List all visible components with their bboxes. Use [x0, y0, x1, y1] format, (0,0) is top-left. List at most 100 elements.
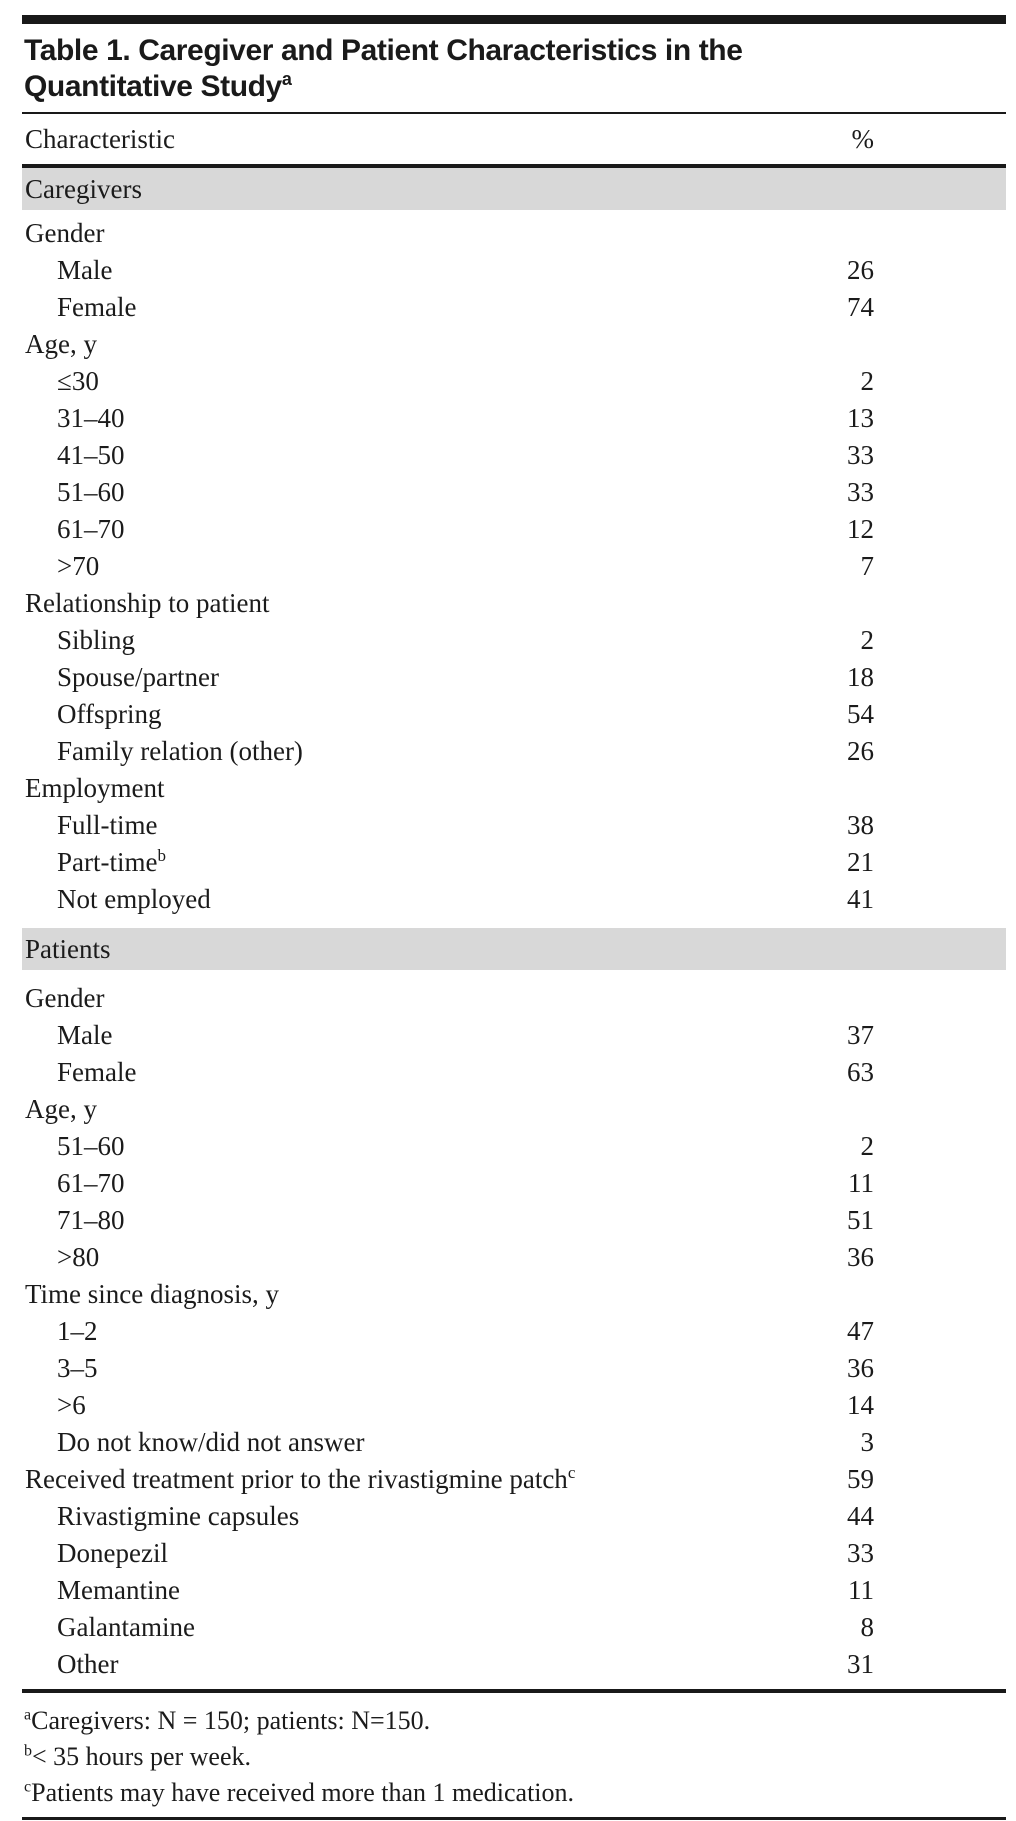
table-row: Male 37 — [22, 1017, 1006, 1054]
footnote-marker: c — [567, 1463, 576, 1482]
table-row: Not employed 41 — [22, 881, 1006, 918]
table-row: Female 63 — [22, 1054, 1006, 1091]
row-value — [784, 1276, 874, 1313]
table-row: Do not know/did not answer 3 — [22, 1424, 1006, 1461]
row-value: 74 — [847, 292, 874, 322]
table-row: 71–80 51 — [22, 1202, 1006, 1239]
table-row: Age, y — [22, 1091, 1006, 1128]
table-row: Part-timeb 21 — [22, 844, 1006, 881]
table-title: Table 1. Caregiver and Patient Character… — [24, 33, 1006, 105]
row-label: Male — [22, 1017, 784, 1054]
top-rule — [22, 15, 1006, 24]
row-label-text: 31–40 — [57, 403, 125, 433]
row-label: Galantamine — [22, 1609, 784, 1646]
row-value: 33 — [847, 477, 874, 507]
row-value: 2 — [860, 1131, 875, 1161]
footnote-marker: b — [24, 1742, 32, 1760]
table-row: Other 31 — [22, 1646, 1006, 1683]
row-label: Age, y — [22, 326, 784, 363]
table-row: Time since diagnosis, y — [22, 1276, 1006, 1313]
row-label-text: Donepezil — [57, 1538, 168, 1568]
row-label-text: Received treatment prior to the rivastig… — [25, 1464, 568, 1494]
table-row: Family relation (other) 26 — [22, 733, 1006, 770]
row-label-text: 51–60 — [57, 1131, 125, 1161]
row-label: Gender — [22, 980, 784, 1017]
table-row: >6 14 — [22, 1387, 1006, 1424]
table-row: 3–5 36 — [22, 1350, 1006, 1387]
row-label-text: Rivastigmine capsules — [57, 1501, 300, 1531]
section-header-patients: Patients — [22, 928, 1006, 970]
row-value: 59 — [847, 1464, 874, 1494]
column-header-percent: % — [851, 123, 875, 154]
row-label: Full-time — [22, 807, 784, 844]
row-label: Gender — [22, 215, 784, 252]
row-label-text: Memantine — [57, 1575, 180, 1605]
table-row: >80 36 — [22, 1239, 1006, 1276]
column-header-row: Characteristic % — [22, 114, 1006, 164]
row-label: Female — [22, 1054, 784, 1091]
row-label-text: Spouse/partner — [57, 662, 219, 692]
row-label: 71–80 — [22, 1202, 784, 1239]
row-label-text: Full-time — [57, 810, 158, 840]
row-value: 37 — [847, 1020, 874, 1050]
row-label-text: Female — [57, 1057, 137, 1087]
table-body: Caregivers Gender Male 26 Female 74 Age, y ≤30 2… — [22, 168, 1006, 1683]
row-label: >6 — [22, 1387, 784, 1424]
row-value: 12 — [847, 514, 874, 544]
table-row: 61–70 12 — [22, 511, 1006, 548]
row-label: 61–70 — [22, 1165, 784, 1202]
row-label: 61–70 — [22, 511, 784, 548]
row-label-text: Relationship to patient — [25, 588, 270, 618]
table-row: Male 26 — [22, 252, 1006, 289]
row-label-text: Male — [57, 255, 113, 285]
row-label: Received treatment prior to the rivastig… — [22, 1461, 784, 1498]
table-row: Sibling 2 — [22, 622, 1006, 659]
table-row: >70 7 — [22, 548, 1006, 585]
row-label: Male — [22, 252, 784, 289]
row-value: 44 — [847, 1501, 874, 1531]
table-row: 1–2 47 — [22, 1313, 1006, 1350]
section-header-caregivers: Caregivers — [22, 168, 1006, 210]
table-row: Received treatment prior to the rivastig… — [22, 1461, 1006, 1498]
row-label: >80 — [22, 1239, 784, 1276]
table-row: ≤30 2 — [22, 363, 1006, 400]
row-label-text: Galantamine — [57, 1612, 195, 1642]
row-value: 13 — [847, 403, 874, 433]
row-label-text: Gender — [25, 983, 105, 1013]
divider-rule — [22, 164, 1006, 168]
table-row: Donepezil 33 — [22, 1535, 1006, 1572]
row-value: 47 — [847, 1316, 874, 1346]
row-value: 38 — [847, 810, 874, 840]
footnote-text: Patients may have received more than 1 m… — [31, 1778, 575, 1807]
row-label-text: Time since diagnosis, y — [25, 1279, 280, 1309]
table-title-line2: Quantitative Study — [24, 70, 282, 103]
row-label: 51–60 — [22, 474, 784, 511]
row-label-text: Male — [57, 1020, 113, 1050]
row-label-text: 61–70 — [57, 514, 125, 544]
row-label: Part-timeb — [22, 844, 784, 881]
table-row: Gender — [22, 215, 1006, 252]
row-label: Memantine — [22, 1572, 784, 1609]
row-label: Sibling — [22, 622, 784, 659]
row-value: 21 — [847, 847, 874, 877]
table-row: 41–50 33 — [22, 437, 1006, 474]
row-label: Time since diagnosis, y — [22, 1276, 784, 1313]
table-row: 61–70 11 — [22, 1165, 1006, 1202]
row-label: Other — [22, 1646, 784, 1683]
row-label: >70 — [22, 548, 784, 585]
row-value: 54 — [847, 699, 874, 729]
bottom-rule — [22, 1817, 1006, 1820]
table-row: Memantine 11 — [22, 1572, 1006, 1609]
row-label: ≤30 — [22, 363, 784, 400]
table-row: Female 74 — [22, 289, 1006, 326]
table-title-line1: Table 1. Caregiver and Patient Character… — [24, 34, 743, 67]
row-label-text: >6 — [57, 1390, 86, 1420]
table-row: Galantamine 8 — [22, 1609, 1006, 1646]
row-value: 31 — [847, 1649, 874, 1679]
row-label: Employment — [22, 770, 784, 807]
row-label: Family relation (other) — [22, 733, 784, 770]
row-label-text: >70 — [57, 551, 100, 581]
table-title-superscript: a — [281, 69, 292, 89]
footnote: b< 35 hours per week. — [24, 1739, 1006, 1775]
